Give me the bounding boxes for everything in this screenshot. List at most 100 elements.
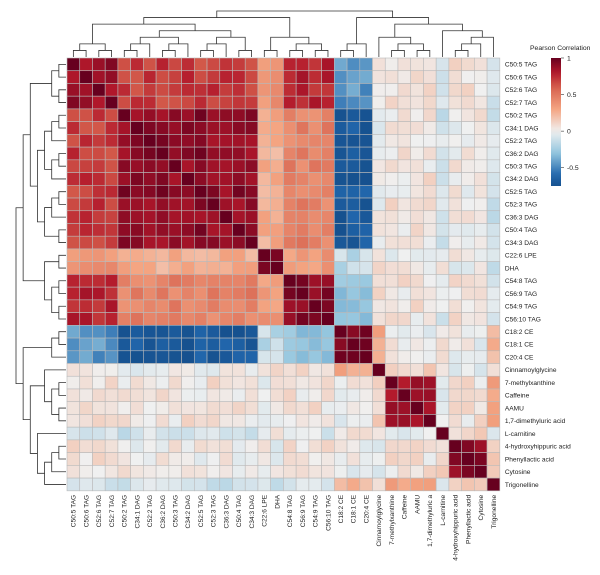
heatmap-cell xyxy=(219,426,233,441)
heatmap-cell xyxy=(448,477,462,492)
heatmap-cell xyxy=(181,426,195,441)
heatmap-cell xyxy=(130,223,144,237)
heatmap-cell xyxy=(79,134,93,148)
dendrogram-branch xyxy=(143,17,291,38)
dendrogram-branch xyxy=(51,337,66,358)
heatmap-cell xyxy=(486,172,501,186)
heatmap-cell xyxy=(92,337,106,352)
heatmap-cell xyxy=(461,121,475,135)
heatmap-cell xyxy=(435,197,450,212)
heatmap-cell xyxy=(435,465,450,479)
heatmap-cell xyxy=(79,414,93,428)
heatmap-cell xyxy=(66,299,81,313)
heatmap-cell xyxy=(372,223,386,237)
heatmap-cell xyxy=(435,172,450,186)
heatmap-cell xyxy=(79,172,93,186)
heatmap-cell xyxy=(372,439,386,453)
heatmap-cell xyxy=(155,70,170,84)
heatmap-cell xyxy=(308,223,322,237)
heatmap-cell xyxy=(321,70,335,84)
heatmap-cell xyxy=(66,414,81,428)
heatmap-cell xyxy=(359,426,373,441)
heatmap-cell xyxy=(474,235,488,250)
heatmap-cell xyxy=(257,363,271,377)
heatmap-cell xyxy=(219,477,233,492)
heatmap-cell xyxy=(181,146,195,161)
heatmap-cell xyxy=(334,465,348,479)
heatmap-cell xyxy=(448,197,462,212)
heatmap-cell xyxy=(130,134,144,148)
heatmap-cell xyxy=(79,439,93,453)
heatmap-cell xyxy=(104,172,119,186)
heatmap-cell xyxy=(283,261,297,275)
heatmap-cell xyxy=(168,426,182,441)
heatmap-cell xyxy=(448,57,462,72)
column-label: C52:3 TAG xyxy=(211,495,218,527)
heatmap-cell xyxy=(155,452,170,466)
heatmap-cell xyxy=(117,121,131,135)
heatmap-cell xyxy=(372,146,386,161)
heatmap-cell xyxy=(486,325,501,339)
heatmap-cell xyxy=(92,426,106,441)
heatmap-cell xyxy=(104,363,119,377)
heatmap-cell xyxy=(79,108,93,122)
heatmap-cell xyxy=(397,286,412,301)
heatmap-cell xyxy=(295,325,310,339)
heatmap-cell xyxy=(270,375,284,390)
heatmap-cell xyxy=(130,350,144,364)
dendrogram-branch xyxy=(51,121,66,142)
heatmap-cell xyxy=(397,248,412,262)
heatmap-cell xyxy=(461,414,475,428)
heatmap-cell xyxy=(435,452,450,466)
heatmap-cell xyxy=(219,159,233,173)
heatmap-cell xyxy=(384,235,399,250)
heatmap-cell xyxy=(155,172,170,186)
heatmap-cell xyxy=(308,312,322,326)
heatmap-cell xyxy=(194,414,208,428)
heatmap-cell xyxy=(308,439,322,453)
heatmap-cell xyxy=(66,57,81,72)
heatmap-cell xyxy=(155,261,170,275)
heatmap-cell xyxy=(372,286,386,301)
heatmap-cell xyxy=(461,57,475,72)
heatmap-cell xyxy=(219,197,233,212)
heatmap-cell xyxy=(181,197,195,212)
heatmap-cell xyxy=(486,426,501,441)
heatmap-cell xyxy=(92,261,106,275)
heatmap-cell xyxy=(104,210,119,224)
heatmap-cell xyxy=(104,414,119,428)
heatmap-cell xyxy=(66,375,81,390)
heatmap-cell xyxy=(321,172,335,186)
heatmap-cell xyxy=(334,57,348,72)
heatmap-cell xyxy=(143,210,157,224)
heatmap-cell xyxy=(244,388,259,403)
heatmap-cell xyxy=(79,185,93,199)
heatmap-cell xyxy=(206,363,221,377)
heatmap-cell xyxy=(384,401,399,415)
row-label: Trigonelline xyxy=(505,482,539,489)
heatmap-cell xyxy=(346,286,361,301)
heatmap-cell xyxy=(486,363,501,377)
heatmap-cell xyxy=(232,261,246,275)
heatmap-cell xyxy=(359,185,373,199)
heatmap-cell xyxy=(130,185,144,199)
heatmap-cell xyxy=(66,388,81,403)
heatmap-cell xyxy=(359,95,373,110)
column-label: Phenyllactic acid xyxy=(465,495,472,544)
heatmap-cell xyxy=(410,210,424,224)
heatmap-cell xyxy=(283,439,297,453)
heatmap-cell xyxy=(435,363,450,377)
heatmap-cell xyxy=(295,159,310,173)
dendrogram-branch xyxy=(162,50,176,57)
heatmap-cell xyxy=(79,477,93,492)
heatmap-cell xyxy=(117,465,131,479)
heatmap-cell xyxy=(66,134,81,148)
heatmap-cell xyxy=(194,299,208,313)
heatmap-cell xyxy=(308,401,322,415)
heatmap-cell xyxy=(257,350,271,364)
heatmap-cell xyxy=(461,350,475,364)
heatmap-cell xyxy=(384,223,399,237)
column-label: C54:8 TAG xyxy=(287,495,294,527)
heatmap-cell xyxy=(92,210,106,224)
heatmap-cell xyxy=(334,83,348,97)
